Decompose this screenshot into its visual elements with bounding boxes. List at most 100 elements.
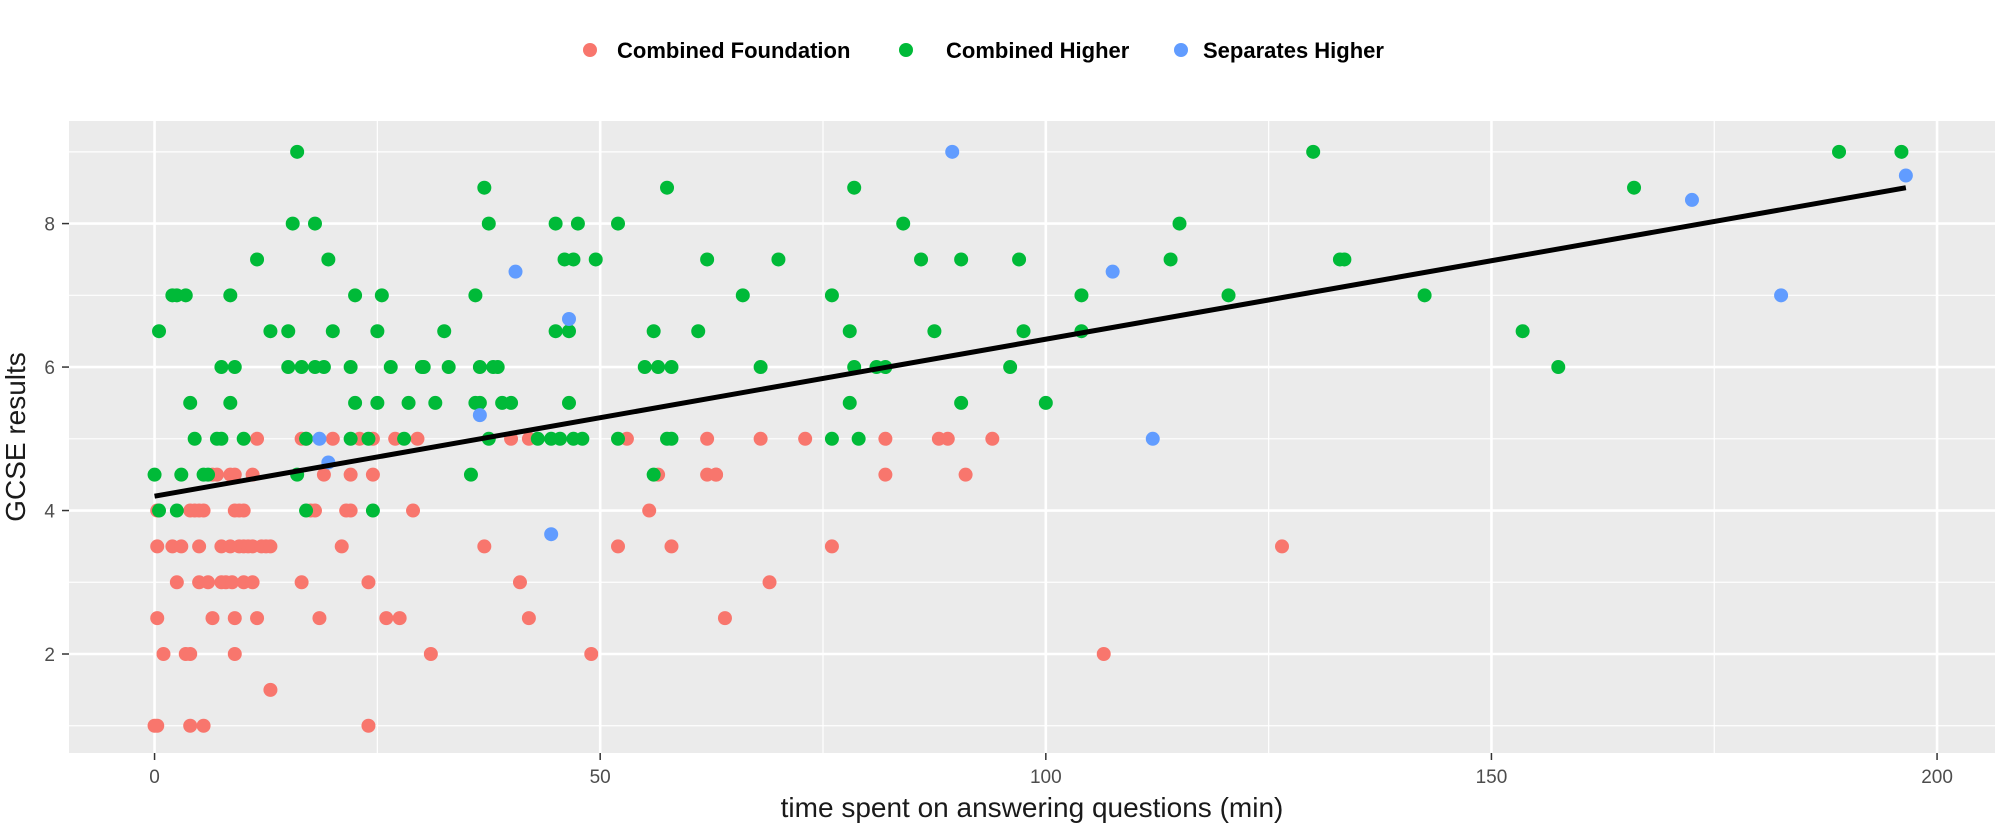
- data-point: [575, 431, 590, 446]
- data-point: [343, 360, 358, 375]
- data-point: [664, 360, 679, 375]
- data-point: [735, 288, 750, 303]
- data-point: [236, 431, 251, 446]
- data-point: [508, 264, 523, 279]
- data-point: [343, 431, 358, 446]
- data-point: [566, 252, 581, 267]
- data-point: [1627, 180, 1642, 195]
- data-point: [263, 539, 278, 554]
- data-point: [250, 252, 265, 267]
- data-point: [1096, 647, 1111, 662]
- data-point: [169, 575, 184, 590]
- data-point: [441, 360, 456, 375]
- data-point: [316, 360, 331, 375]
- data-point: [700, 431, 715, 446]
- legend-swatch-combined-foundation: [583, 43, 597, 57]
- data-point: [561, 311, 576, 326]
- data-point: [940, 431, 955, 446]
- data-point: [584, 647, 599, 662]
- data-point: [1221, 288, 1236, 303]
- data-point: [1163, 252, 1178, 267]
- legend: Combined Foundation Combined Higher Sepa…: [583, 38, 1384, 63]
- data-point: [321, 252, 336, 267]
- data-point: [1306, 144, 1321, 159]
- data-point: [530, 431, 545, 446]
- data-point: [851, 431, 866, 446]
- data-point: [334, 539, 349, 554]
- data-point: [842, 324, 857, 339]
- data-point: [348, 395, 363, 410]
- data-point: [561, 395, 576, 410]
- data-point: [1274, 539, 1289, 554]
- data-point: [611, 216, 626, 231]
- data-point: [361, 575, 376, 590]
- data-point: [477, 180, 492, 195]
- data-point: [263, 682, 278, 697]
- data-point: [365, 467, 380, 482]
- data-point: [374, 288, 389, 303]
- data-point: [878, 431, 893, 446]
- data-point: [954, 395, 969, 410]
- legend-item-combined-higher: Combined Higher: [899, 38, 1130, 63]
- data-point: [1016, 324, 1031, 339]
- x-tick-label: 150: [1476, 767, 1508, 788]
- y-axis-title: GCSE results: [0, 352, 31, 522]
- series-combined-higher: [147, 144, 1909, 518]
- data-point: [294, 360, 309, 375]
- data-point: [548, 216, 563, 231]
- trend-line: [154, 185, 1907, 499]
- data-point: [1172, 216, 1187, 231]
- data-point: [227, 360, 242, 375]
- data-point: [664, 431, 679, 446]
- data-point: [299, 503, 314, 518]
- data-point: [472, 408, 487, 423]
- data-point: [753, 431, 768, 446]
- data-point: [553, 431, 568, 446]
- data-point: [225, 575, 240, 590]
- legend-item-combined-foundation: Combined Foundation: [583, 38, 850, 63]
- data-points: [147, 144, 1913, 733]
- legend-label-separates-higher: Separates Higher: [1203, 38, 1384, 63]
- legend-label-combined-higher: Combined Higher: [946, 38, 1130, 63]
- data-point: [361, 431, 376, 446]
- data-point: [945, 144, 960, 159]
- data-point: [824, 539, 839, 554]
- data-point: [1894, 144, 1909, 159]
- data-point: [192, 539, 207, 554]
- data-point: [245, 575, 260, 590]
- data-point: [174, 467, 189, 482]
- data-point: [152, 503, 167, 518]
- trend-line-group: [154, 185, 1907, 499]
- data-point: [611, 539, 626, 554]
- data-point: [410, 431, 425, 446]
- data-point: [1551, 360, 1566, 375]
- data-point: [379, 611, 394, 626]
- data-point: [958, 467, 973, 482]
- data-point: [401, 395, 416, 410]
- data-point: [762, 575, 777, 590]
- data-point: [1515, 324, 1530, 339]
- data-point: [290, 144, 305, 159]
- data-point: [223, 395, 238, 410]
- data-point: [570, 216, 585, 231]
- data-point: [691, 324, 706, 339]
- data-point: [263, 324, 278, 339]
- data-point: [472, 395, 487, 410]
- data-point: [312, 431, 327, 446]
- data-point: [325, 431, 340, 446]
- data-point: [174, 539, 189, 554]
- data-point: [437, 324, 452, 339]
- data-point: [651, 360, 666, 375]
- data-point: [512, 575, 527, 590]
- data-point: [561, 324, 576, 339]
- data-point: [611, 431, 626, 446]
- data-point: [646, 324, 661, 339]
- data-point: [468, 288, 483, 303]
- data-point: [312, 611, 327, 626]
- data-point: [717, 611, 732, 626]
- data-point: [348, 288, 363, 303]
- data-point: [227, 467, 242, 482]
- data-point: [753, 360, 768, 375]
- data-point: [477, 539, 492, 554]
- data-point: [1684, 192, 1699, 207]
